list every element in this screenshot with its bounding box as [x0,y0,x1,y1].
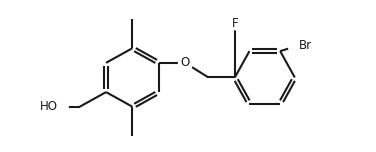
Text: HO: HO [40,100,58,113]
Text: F: F [232,17,238,30]
Text: Br: Br [299,39,312,52]
Text: O: O [180,56,190,69]
